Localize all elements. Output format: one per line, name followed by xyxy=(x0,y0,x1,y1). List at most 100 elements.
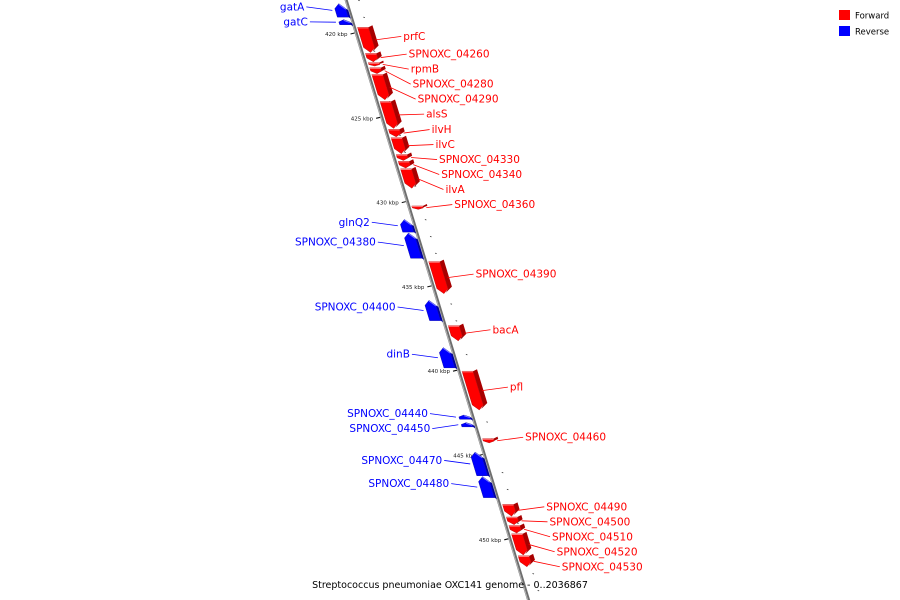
gene-SPNOXC_04490[interactable] xyxy=(502,502,520,517)
gene-SPNOXC_04470[interactable] xyxy=(470,451,491,478)
genome-caption: Streptococcus pneumoniae OXC141 genome -… xyxy=(312,580,588,591)
gene-label-gatA[interactable]: gatA xyxy=(280,1,305,13)
gene-shadow xyxy=(450,352,458,370)
gene-label-SPNOXC_04450[interactable]: SPNOXC_04450 xyxy=(349,423,430,435)
gene-SPNOXC_04290[interactable] xyxy=(371,72,393,101)
gene-label-rpmB[interactable]: rpmB xyxy=(411,64,439,76)
gene-label-SPNOXC_04470[interactable]: SPNOXC_04470 xyxy=(361,455,442,467)
gene-rpmB[interactable] xyxy=(367,60,384,67)
gene-label-SPNOXC_04290[interactable]: SPNOXC_04290 xyxy=(418,94,499,106)
gene-SPNOXC_04260[interactable] xyxy=(365,51,382,63)
gene-SPNOXC_04330[interactable] xyxy=(395,152,413,161)
gene-arrow[interactable] xyxy=(511,533,528,556)
gene-arrow[interactable] xyxy=(461,371,484,411)
gene-label-SPNOXC_04390[interactable]: SPNOXC_04390 xyxy=(476,269,557,281)
gene-label-SPNOXC_04500[interactable]: SPNOXC_04500 xyxy=(549,516,630,528)
gene-label-ilvH[interactable]: ilvH xyxy=(432,124,452,136)
gene-SPNOXC_04480[interactable] xyxy=(478,476,497,500)
gene-prfC[interactable] xyxy=(357,25,379,53)
gene-arrow[interactable] xyxy=(458,414,471,420)
gene-bacA[interactable] xyxy=(447,323,467,342)
gene-label-leader xyxy=(481,386,508,391)
gene-arrow[interactable] xyxy=(395,154,409,161)
minor-tick xyxy=(517,522,519,524)
gene-arrow[interactable] xyxy=(508,525,522,534)
gene-shadow xyxy=(491,436,499,442)
gene-label-bacA[interactable]: bacA xyxy=(492,324,519,336)
gene-label-prfC[interactable]: prfC xyxy=(403,31,425,43)
gene-label-SPNOXC_04460[interactable]: SPNOXC_04460 xyxy=(525,432,606,444)
gene-label-SPNOXC_04360[interactable]: SPNOXC_04360 xyxy=(454,199,535,211)
gene-label-SPNOXC_04400[interactable]: SPNOXC_04400 xyxy=(315,302,396,314)
gene-arrow[interactable] xyxy=(447,325,463,342)
gene-label-pfl[interactable]: pfl xyxy=(510,382,523,394)
gene-ilvA[interactable] xyxy=(400,166,420,189)
gene-SPNOXC_04340[interactable] xyxy=(397,159,415,169)
gene-label-SPNOXC_04530[interactable]: SPNOXC_04530 xyxy=(562,561,643,573)
gene-arrow[interactable] xyxy=(369,67,382,74)
gene-label-leader xyxy=(306,6,333,11)
minor-tick xyxy=(373,50,376,52)
gene-label-SPNOXC_04380[interactable]: SPNOXC_04380 xyxy=(295,237,376,249)
gene-label-leader xyxy=(426,204,453,209)
gene-SPNOXC_04520[interactable] xyxy=(511,531,532,556)
gene-SPNOXC_04280[interactable] xyxy=(369,65,386,74)
gene-SPNOXC_04530[interactable] xyxy=(517,553,535,568)
gene-arrow[interactable] xyxy=(379,101,398,129)
gene-SPNOXC_04380[interactable] xyxy=(404,232,425,260)
gene-label-leader xyxy=(407,144,434,147)
gene-shadow xyxy=(518,523,526,533)
gene-shadow xyxy=(382,72,393,99)
gene-gatC[interactable] xyxy=(338,19,354,27)
gene-SPNOXC_04400[interactable] xyxy=(424,300,444,323)
gene-SPNOXC_04390[interactable] xyxy=(428,259,452,294)
gene-label-gatC[interactable]: gatC xyxy=(283,16,308,28)
gene-label-SPNOXC_04480[interactable]: SPNOXC_04480 xyxy=(368,478,449,490)
gene-label-ilvA[interactable]: ilvA xyxy=(445,184,465,196)
gene-arrow[interactable] xyxy=(371,74,390,101)
gene-label-ilvC[interactable]: ilvC xyxy=(435,139,454,151)
gene-arrow[interactable] xyxy=(365,53,379,63)
gene-label-leader xyxy=(528,544,555,553)
gene-highlight xyxy=(443,347,451,354)
gene-arrow[interactable] xyxy=(357,27,375,53)
gene-pfl[interactable] xyxy=(461,369,488,411)
gene-highlight xyxy=(338,3,347,10)
gene-arrow[interactable] xyxy=(388,129,401,138)
gene-arrow[interactable] xyxy=(506,516,519,525)
gene-ilvH[interactable] xyxy=(388,127,405,138)
gene-label-glnQ2[interactable]: glnQ2 xyxy=(339,217,370,229)
gene-arrow[interactable] xyxy=(397,161,411,169)
gene-SPNOXC_04500[interactable] xyxy=(506,515,523,525)
gene-dinB[interactable] xyxy=(439,347,458,370)
gene-label-SPNOXC_04440[interactable]: SPNOXC_04440 xyxy=(347,408,428,420)
gene-SPNOXC_04360[interactable] xyxy=(411,203,428,210)
gene-gatA[interactable] xyxy=(334,3,351,19)
gene-SPNOXC_04440[interactable] xyxy=(458,414,474,421)
gene-arrow[interactable] xyxy=(502,504,516,517)
gene-label-leader xyxy=(389,86,416,100)
gene-shadow xyxy=(522,531,532,554)
gene-arrow[interactable] xyxy=(338,19,351,25)
gene-label-SPNOXC_04510[interactable]: SPNOXC_04510 xyxy=(552,531,633,543)
gene-SPNOXC_04460[interactable] xyxy=(482,436,499,444)
gene-glnQ2[interactable] xyxy=(400,219,417,234)
gene-label-dinB[interactable]: dinB xyxy=(386,349,409,361)
gene-arrow[interactable] xyxy=(390,137,406,154)
gene-label-alsS[interactable]: alsS xyxy=(426,109,448,121)
gene-arrow[interactable] xyxy=(517,555,532,568)
gene-arrow[interactable] xyxy=(428,261,449,294)
gene-arrow[interactable] xyxy=(460,422,474,428)
gene-label-SPNOXC_04490[interactable]: SPNOXC_04490 xyxy=(546,501,627,513)
gene-label-SPNOXC_04260[interactable]: SPNOXC_04260 xyxy=(409,49,490,61)
gene-label-SPNOXC_04330[interactable]: SPNOXC_04330 xyxy=(439,154,520,166)
gene-label-SPNOXC_04520[interactable]: SPNOXC_04520 xyxy=(557,546,638,558)
gene-alsS[interactable] xyxy=(379,99,402,129)
gene-ilvC[interactable] xyxy=(390,135,410,154)
gene-label-SPNOXC_04280[interactable]: SPNOXC_04280 xyxy=(413,79,494,91)
gene-SPNOXC_04450[interactable] xyxy=(460,422,476,429)
gene-SPNOXC_04510[interactable] xyxy=(508,523,526,534)
gene-arrow[interactable] xyxy=(400,168,417,189)
gene-label-SPNOXC_04340[interactable]: SPNOXC_04340 xyxy=(441,169,522,181)
